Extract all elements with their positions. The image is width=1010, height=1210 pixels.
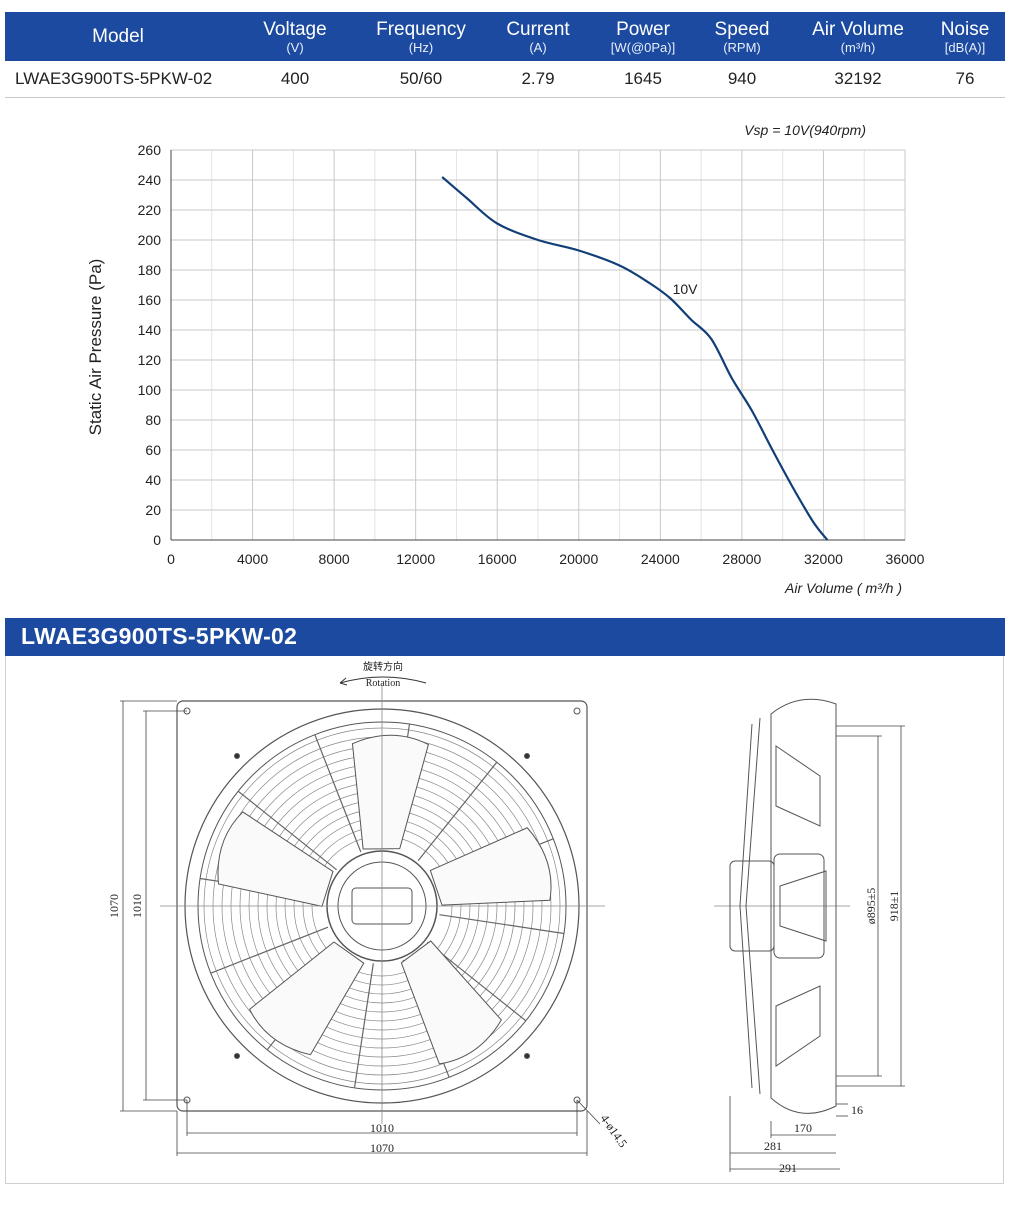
cell-frequency: 50/60 bbox=[359, 61, 483, 98]
y-tick-label: 100 bbox=[138, 382, 162, 398]
y-tick-label: 180 bbox=[138, 262, 162, 278]
x-tick-label: 8000 bbox=[319, 551, 350, 567]
dim-16: 16 bbox=[851, 1103, 863, 1117]
x-tick-label: 36000 bbox=[886, 551, 925, 567]
fan-blade bbox=[429, 827, 552, 906]
cell-speed: 940 bbox=[693, 61, 791, 98]
y-tick-label: 140 bbox=[138, 322, 162, 338]
dim-170: 170 bbox=[794, 1121, 812, 1135]
series-label-10v: 10V bbox=[673, 281, 699, 297]
cell-voltage: 400 bbox=[231, 61, 359, 98]
dim-dia-895: ø895±5 bbox=[864, 888, 878, 925]
dim-holes: 4-ø14.5 bbox=[598, 1112, 631, 1150]
side-guard-inner bbox=[745, 717, 761, 1095]
side-blade bbox=[775, 745, 821, 827]
chart-grid bbox=[170, 149, 906, 541]
dim-inner-vertical: 1010 bbox=[130, 894, 144, 918]
screw-dot bbox=[234, 1053, 240, 1059]
header-voltage: Voltage (V) bbox=[231, 12, 359, 61]
front-dimensions bbox=[120, 700, 601, 1156]
guard-spoke bbox=[314, 734, 362, 853]
y-tick-label: 160 bbox=[138, 292, 162, 308]
y-tick-label: 60 bbox=[145, 442, 161, 458]
x-tick-label: 24000 bbox=[641, 551, 680, 567]
y-tick-label: 220 bbox=[138, 202, 162, 218]
screw-dot bbox=[524, 753, 530, 759]
dim-291: 291 bbox=[779, 1161, 797, 1175]
cell-power: 1645 bbox=[593, 61, 693, 98]
dim-outer-vertical: 1070 bbox=[107, 894, 121, 918]
chart-ticks: 0 4000 8000 12000 16000 20000 24000 28000 32000 3… bbox=[138, 142, 925, 567]
header-power: Power [W(@0Pa)] bbox=[593, 12, 693, 61]
side-guard bbox=[739, 723, 753, 1089]
header-speed: Speed (RPM) bbox=[693, 12, 791, 61]
rotation-arrow-icon bbox=[339, 676, 427, 684]
chart-title: Vsp = 10V(940rpm) bbox=[744, 122, 866, 138]
spec-header-row: Model Voltage (V) Frequency (Hz) Current (A… bbox=[5, 12, 1005, 61]
x-tick-label: 16000 bbox=[478, 551, 517, 567]
header-air-volume: Air Volume (m³/h) bbox=[791, 12, 925, 61]
y-tick-label: 200 bbox=[138, 232, 162, 248]
side-dimensions bbox=[729, 725, 905, 1172]
side-hub bbox=[773, 853, 825, 959]
section-header: LWAE3G900TS-5PKW-02 bbox=[5, 618, 1005, 656]
fan-blade bbox=[400, 940, 502, 1065]
screw-dot bbox=[524, 1053, 530, 1059]
x-tick-label: 4000 bbox=[237, 551, 268, 567]
y-tick-label: 120 bbox=[138, 352, 162, 368]
front-view bbox=[160, 686, 605, 1124]
cell-air-volume: 32192 bbox=[791, 61, 925, 98]
guard-spoke bbox=[353, 963, 374, 1089]
spec-table: Model Voltage (V) Frequency (Hz) Current (A… bbox=[5, 12, 1005, 98]
x-tick-label: 32000 bbox=[804, 551, 843, 567]
cell-noise: 76 bbox=[925, 61, 1005, 98]
dim-dia-918: 918±1 bbox=[887, 891, 901, 922]
y-tick-label: 240 bbox=[138, 172, 162, 188]
fan-blade bbox=[351, 734, 430, 850]
rotation-label-cn: 旋转方向 bbox=[363, 660, 403, 673]
drawing-frame bbox=[5, 656, 1004, 1184]
screw-dot bbox=[234, 753, 240, 759]
y-tick-label: 80 bbox=[145, 412, 161, 428]
fan-blades bbox=[217, 734, 552, 1065]
series-line-10v bbox=[441, 176, 829, 541]
side-view bbox=[714, 698, 850, 1114]
cell-model: LWAE3G900TS-5PKW-02 bbox=[5, 61, 231, 98]
x-tick-label: 0 bbox=[167, 551, 175, 567]
rotation-indicator: 旋转方向 Rotation bbox=[339, 660, 427, 689]
fan-blade bbox=[217, 811, 334, 907]
x-axis-label: Air Volume ( m³/h ) bbox=[784, 580, 902, 596]
y-tick-label: 40 bbox=[145, 472, 161, 488]
fan-curve-chart: 0 4000 8000 12000 16000 20000 24000 28000 32000 3… bbox=[86, 122, 925, 596]
header-noise: Noise [dB(A)] bbox=[925, 12, 1005, 61]
header-current: Current (A) bbox=[483, 12, 593, 61]
side-blade bbox=[779, 870, 827, 942]
arrow-head-icon bbox=[339, 677, 348, 686]
header-model: Model bbox=[5, 12, 231, 61]
x-tick-label: 20000 bbox=[559, 551, 598, 567]
cell-current: 2.79 bbox=[483, 61, 593, 98]
spec-data-row: LWAE3G900TS-5PKW-02 400 50/60 2.79 1645 … bbox=[5, 61, 1005, 98]
side-venturi bbox=[770, 698, 837, 1114]
rotation-label-en: Rotation bbox=[366, 678, 400, 689]
x-tick-label: 28000 bbox=[722, 551, 761, 567]
dim-outer-horizontal: 1070 bbox=[370, 1141, 394, 1155]
y-tick-label: 260 bbox=[138, 142, 162, 158]
y-axis-label: Static Air Pressure (Pa) bbox=[86, 259, 105, 436]
dim-inner-horizontal: 1010 bbox=[370, 1121, 394, 1135]
x-tick-label: 12000 bbox=[396, 551, 435, 567]
drawing-title: LWAE3G900TS-5PKW-02 bbox=[21, 623, 298, 649]
side-blade bbox=[775, 985, 821, 1067]
mounting-hole bbox=[573, 707, 581, 715]
guard-spoke bbox=[439, 914, 565, 935]
header-frequency: Frequency (Hz) bbox=[359, 12, 483, 61]
guard-spoke bbox=[417, 761, 498, 862]
guard-spoke bbox=[210, 926, 329, 974]
y-tick-label: 20 bbox=[145, 502, 161, 518]
y-tick-label: 0 bbox=[153, 532, 161, 548]
dim-281: 281 bbox=[764, 1139, 782, 1153]
fan-blade bbox=[248, 941, 365, 1056]
technical-drawing: 旋转方向 Rotation bbox=[107, 660, 905, 1175]
guard-spoke bbox=[237, 790, 338, 871]
